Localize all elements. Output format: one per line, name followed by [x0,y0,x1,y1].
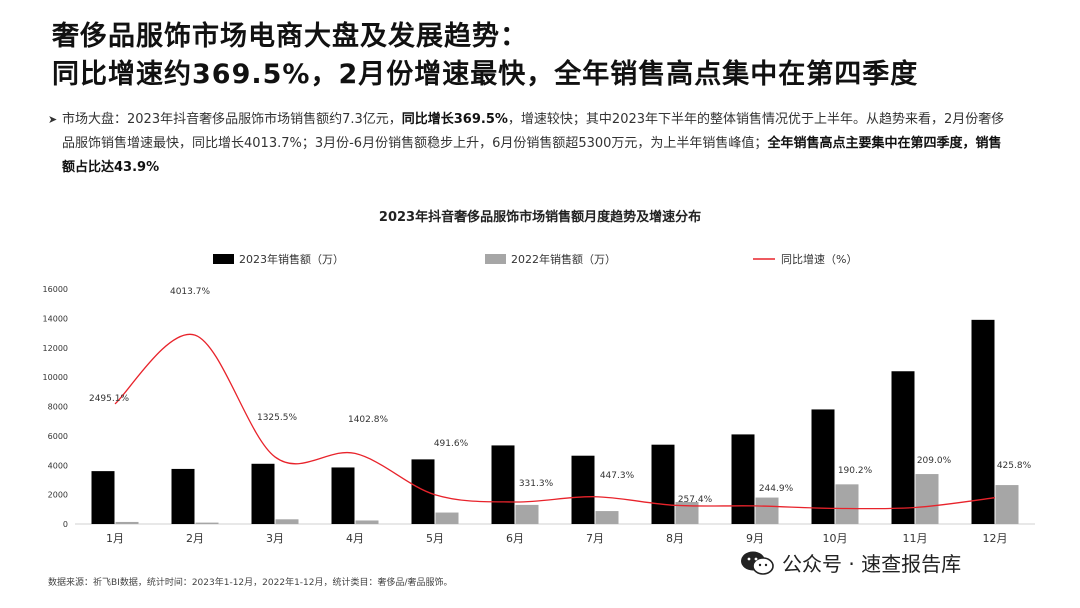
growth-data-label: 244.9% [759,484,794,494]
bar-2022 [115,521,139,524]
title-block: 奢侈品服饰市场电商大盘及发展趋势： 同比增速约369.5%，2月份增速最快，全年… [52,18,1062,94]
watermark-text: 公众号 · 速查报告库 [782,552,962,576]
legend-label-growth: 同比增速（%） [781,252,857,266]
bar-2023 [971,319,995,524]
y-tick-label: 16000 [43,285,68,294]
x-tick-label: 1月 [106,532,124,545]
y-tick-label: 6000 [48,432,68,441]
bar-2023 [91,471,115,524]
summary-seg4: 品服饰销售增速最快，同比增长4013.7%；3月份-6月份销售额稳步上升，6月份… [62,136,768,151]
x-tick-label: 4月 [346,532,364,545]
legend-swatch-2022 [485,254,506,264]
bar-2023 [251,463,275,524]
growth-data-label: 2495.1% [89,394,129,404]
legend-swatch-2023 [213,254,234,264]
page-title: 奢侈品服饰市场电商大盘及发展趋势： [52,21,528,52]
growth-line [114,333,996,510]
summary-seg1: 市场大盘：2023年抖音奢侈品服饰市场销售额约7.3亿元， [62,112,402,127]
summary-seg6: 额占比达43.9% [62,160,160,175]
x-tick-label: 10月 [823,532,848,545]
y-tick-label: 12000 [43,344,68,353]
bar-2023 [651,444,675,524]
bar-2023 [571,455,595,524]
growth-data-label: 491.6% [434,439,469,449]
x-tick-label: 12月 [983,532,1008,545]
x-tick-label: 7月 [586,532,604,545]
x-tick-label: 11月 [903,532,928,545]
x-tick-label: 2月 [186,532,204,545]
bar-2023 [171,468,195,524]
y-tick-label: 4000 [48,461,68,470]
summary-seg5: 全年销售高点主要集中在第四季度，销售 [767,136,1002,151]
growth-data-label: 331.3% [519,479,554,489]
bar-2022 [675,501,699,524]
bar-2022 [835,484,859,524]
x-tick-label: 8月 [666,532,684,545]
bar-2022 [995,485,1019,524]
x-tick-label: 5月 [426,532,444,545]
growth-data-label: 4013.7% [170,287,210,297]
bar-2022 [515,504,539,524]
legend-label-2023: 2023年销售额（万） [239,252,344,266]
bar-2022 [915,474,939,524]
legend-label-2022: 2022年销售额（万） [511,252,616,266]
y-tick-label: 8000 [48,403,68,412]
bar-2022 [355,520,379,524]
page-subtitle: 同比增速约369.5%，2月份增速最快，全年销售高点集中在第四季度 [52,59,919,90]
growth-data-label: 209.0% [917,456,952,466]
arrow-right-icon: ➤ [48,113,58,126]
chart-title: 2023年抖音奢侈品服饰市场销售额月度趋势及增速分布 [379,209,701,225]
bar-2023 [491,445,515,524]
watermark: 公众号 · 速查报告库 [740,548,961,577]
bar-2022 [755,497,779,524]
bar-2023 [411,459,435,524]
bar-2023 [891,371,915,524]
bar-2022 [195,522,219,524]
bar-2023 [731,434,755,524]
growth-data-label: 1402.8% [348,415,388,425]
growth-data-label: 190.2% [838,466,873,476]
summary-seg2: 同比增长369.5% [401,112,508,127]
summary-seg3: ，增速较快；其中2023年下半年的整体销售情况优于上半年。从趋势来看，2月份奢侈 [507,112,1005,127]
bar-2023 [811,409,835,524]
x-tick-label: 9月 [746,532,764,545]
growth-data-label: 447.3% [600,471,635,481]
y-tick-label: 0 [63,520,68,529]
growth-data-label: 425.8% [997,461,1032,471]
bar-2023 [331,467,355,524]
y-tick-label: 2000 [48,491,68,500]
x-tick-label: 3月 [266,532,284,545]
y-tick-label: 10000 [43,373,68,382]
data-source-note: 数据来源：祈飞BI数据，统计时间：2023年1-12月，2022年1-12月，统… [48,578,453,588]
bar-2022 [595,511,619,524]
bar-2022 [275,519,299,524]
summary-paragraph: ➤ 市场大盘：2023年抖音奢侈品服饰市场销售额约7.3亿元，同比增长369.5%… [48,108,1038,180]
growth-data-label: 257.4% [678,495,713,505]
y-tick-label: 14000 [43,314,68,323]
growth-data-label: 1325.5% [257,413,297,423]
bar-2022 [435,512,459,524]
combo-chart: 2023年抖音奢侈品服饰市场销售额月度趋势及增速分布 2023年销售额（万） 202… [43,209,1035,545]
wechat-icon [741,551,774,575]
x-tick-label: 6月 [506,532,524,545]
